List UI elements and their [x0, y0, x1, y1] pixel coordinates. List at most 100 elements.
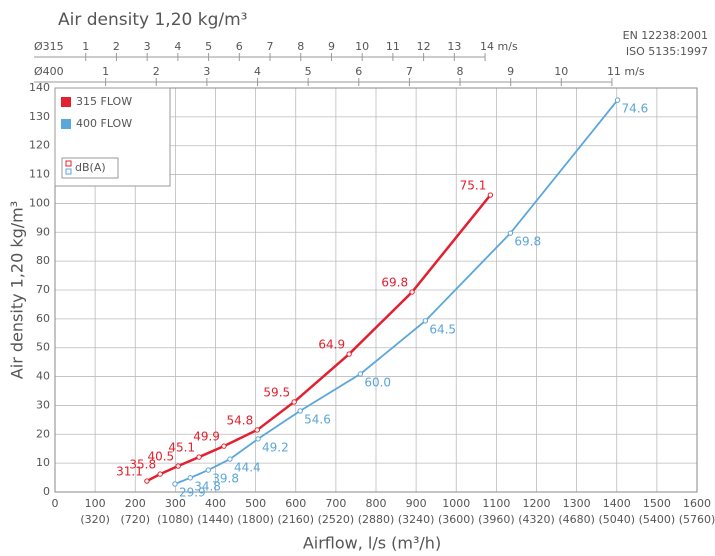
y-tick-label: 130: [29, 110, 50, 123]
x-tick-secondary-label: (720): [120, 513, 150, 526]
y-tick-label: 100: [29, 196, 50, 209]
top-tick-label: 3: [144, 40, 151, 53]
db-legend-label: dB(A): [75, 161, 106, 174]
db-label: 49.2: [262, 440, 289, 454]
point: [614, 97, 621, 103]
top-tick-label: 4: [174, 40, 181, 53]
top-tick-label: 8: [457, 65, 464, 78]
x-tick-secondary-label: (2520): [318, 513, 355, 526]
db-label: 69.8: [514, 235, 541, 249]
point: [144, 478, 150, 484]
point: [172, 481, 178, 487]
top-tick-label: 9: [328, 40, 335, 53]
series-line: [146, 194, 492, 483]
y-tick-label: 90: [36, 225, 50, 238]
x-tick-secondary-label: (1080): [157, 513, 194, 526]
top-tick-label: 1: [82, 40, 89, 53]
point: [196, 454, 202, 460]
db-label: 64.5: [429, 322, 456, 336]
x-tick-secondary-label: (2160): [277, 513, 314, 526]
standard: EN 12238:2001: [623, 29, 708, 42]
x-tick-label: 1100: [482, 497, 510, 510]
top-tick-label: 6: [355, 65, 362, 78]
top-tick-label: 10: [554, 65, 568, 78]
legend-label: 315 FLOW: [76, 95, 132, 108]
top-tick-label: 3: [203, 65, 210, 78]
db-label: 34.8: [194, 479, 221, 493]
x-tick-label: 1500: [643, 497, 671, 510]
point: [221, 443, 227, 449]
db-label: 29.9: [179, 485, 206, 499]
x-tick-label: 1200: [523, 497, 551, 510]
y-tick-label: 80: [36, 254, 50, 267]
top-axis-name: Ø400: [34, 65, 64, 78]
y-tick-label: 110: [29, 168, 50, 181]
chart-title: Air density 1,20 kg/m³: [58, 10, 247, 30]
db-label: 40.5: [147, 450, 174, 464]
top-tick-label: 9: [507, 65, 514, 78]
x-tick-label: 1300: [563, 497, 591, 510]
db-label: 44.4: [234, 461, 261, 475]
x-tick-label: 300: [165, 497, 186, 510]
point: [422, 318, 429, 324]
point: [175, 463, 181, 469]
x-tick-secondary-label: (4680): [558, 513, 595, 526]
x-tick-label: 600: [285, 497, 306, 510]
top-tick-label: 5: [205, 40, 212, 53]
top-tick-label: 11 m/s: [607, 65, 645, 78]
x-tick-label: 0: [52, 497, 59, 510]
y-tick-label: 70: [36, 283, 50, 296]
db-label: 35.8: [129, 458, 156, 472]
y-tick-label: 120: [29, 139, 50, 152]
top-tick-label: 7: [267, 40, 274, 53]
top-tick-label: 4: [254, 65, 261, 78]
x-tick-secondary-label: (3240): [398, 513, 435, 526]
top-tick-label: 8: [297, 40, 304, 53]
top-axis-name: Ø315: [34, 40, 64, 53]
standard: ISO 5135:1997: [626, 45, 708, 58]
x-tick-label: 1000: [442, 497, 470, 510]
x-tick-secondary-label: (3600): [438, 513, 475, 526]
db-label: 64.9: [318, 338, 345, 352]
point: [507, 230, 514, 236]
x-tick-secondary-label: (3960): [478, 513, 515, 526]
y-axis-label: Air density 1,20 kg/m³: [8, 201, 27, 379]
x-tick-label: 200: [125, 497, 146, 510]
db-icon: [65, 168, 72, 175]
y-tick-label: 30: [36, 398, 50, 411]
legend-label: 400 FLOW: [76, 117, 132, 130]
db-icon: [65, 160, 72, 167]
db-label: 59.5: [263, 385, 290, 399]
y-tick-label: 50: [36, 341, 50, 354]
db-label: 39.8: [212, 472, 239, 486]
plot-frame: [54, 87, 698, 493]
y-tick-label: 60: [36, 312, 50, 325]
point: [357, 371, 364, 377]
top-tick-label: 2: [113, 40, 120, 53]
y-tick-label: 10: [36, 456, 50, 469]
point: [346, 351, 352, 357]
point: [254, 427, 260, 433]
x-axis-label: Airflow, l/s (m³/h): [303, 534, 441, 553]
point: [227, 456, 233, 462]
x-tick-secondary-label: (5400): [639, 513, 676, 526]
db-label: 74.6: [622, 102, 649, 116]
x-tick-label: 1400: [603, 497, 631, 510]
series-line: [174, 99, 619, 485]
x-tick-secondary-label: (1800): [237, 513, 274, 526]
db-label: 45.1: [168, 441, 195, 455]
db-label: 31.1: [116, 465, 143, 479]
db-label: 60.0: [364, 375, 391, 389]
x-tick-secondary-label: (2880): [358, 513, 395, 526]
top-tick-label: 14 m/s: [480, 40, 518, 53]
legend-swatch: [61, 97, 71, 107]
db-label: 54.6: [304, 412, 331, 426]
db-label: 69.8: [381, 276, 408, 290]
point: [187, 475, 193, 481]
x-tick-label: 400: [205, 497, 226, 510]
db-label: 75.1: [460, 179, 487, 193]
x-tick-secondary-label: (5040): [598, 513, 635, 526]
top-tick-label: 5: [305, 65, 312, 78]
y-tick-label: 20: [36, 427, 50, 440]
